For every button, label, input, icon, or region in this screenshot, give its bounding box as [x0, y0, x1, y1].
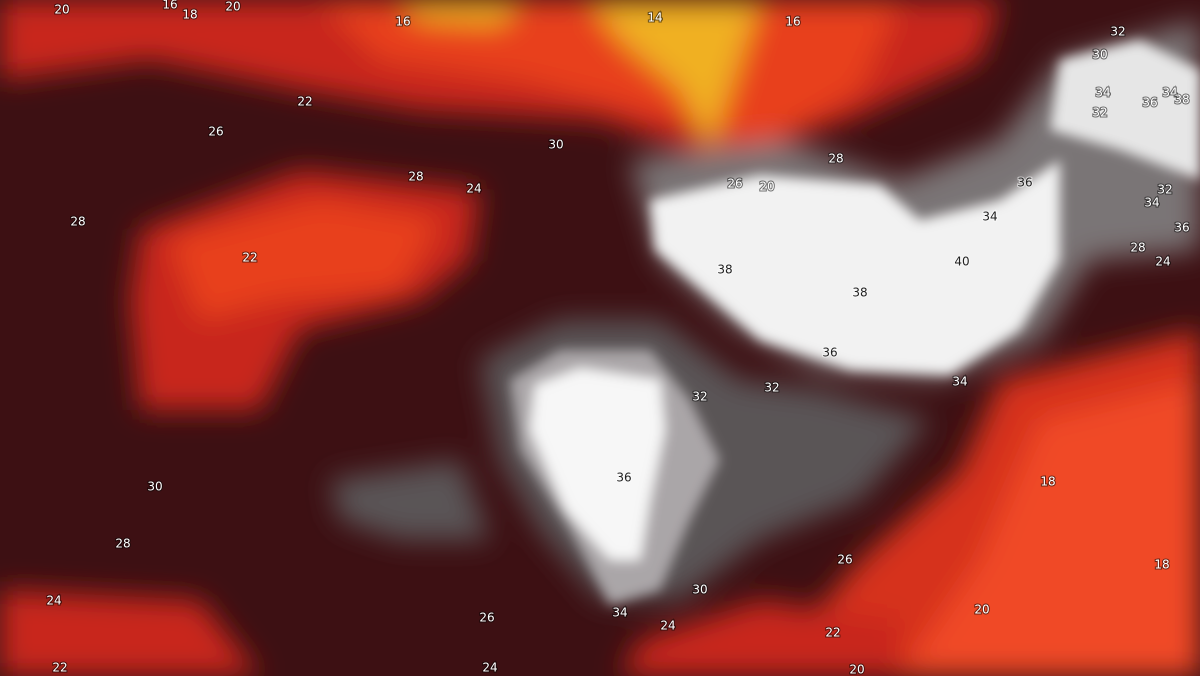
contour-label: 22	[825, 626, 840, 640]
contour-labels: 20 16 18 20 16 14 16 32 30 34 36 34 38 3…	[45, 0, 1190, 676]
contour-label: 22	[52, 661, 67, 675]
contour-label: 24	[1155, 255, 1170, 269]
contour-label: 18	[1040, 475, 1055, 489]
contour-label: 28	[408, 170, 423, 184]
contour-label: 14	[647, 11, 662, 25]
contour-label: 34	[1144, 196, 1159, 210]
contour-label: 22	[297, 95, 312, 109]
contour-label: 30	[147, 480, 162, 494]
contour-label: 36	[1142, 96, 1157, 110]
contour-label: 18	[182, 8, 197, 22]
contour-label: 34	[612, 606, 627, 620]
contour-label: 20	[759, 180, 774, 194]
contour-label: 32	[1092, 106, 1107, 120]
contour-label: 34	[952, 375, 967, 389]
contour-label: 36	[616, 471, 631, 485]
contour-label: 38	[717, 263, 732, 277]
contour-label: 30	[1092, 48, 1107, 62]
contour-label: 28	[115, 537, 130, 551]
contour-label: 20	[849, 663, 864, 676]
contour-label: 40	[954, 255, 969, 269]
contour-label: 32	[1110, 25, 1125, 39]
contour-label: 26	[479, 611, 494, 625]
contour-label: 24	[466, 182, 481, 196]
contour-label: 30	[548, 138, 563, 152]
contour-label: 36	[822, 346, 837, 360]
contour-label: 30	[692, 583, 707, 597]
contour-label: 20	[54, 3, 69, 17]
contour-label: 36	[1174, 221, 1189, 235]
contour-label: 20	[974, 603, 989, 617]
contour-label: 24	[46, 594, 61, 608]
contour-label: 34	[1162, 86, 1177, 100]
contour-label: 34	[982, 210, 997, 224]
contour-label: 22	[242, 251, 257, 265]
contour-label: 28	[828, 152, 843, 166]
contour-label: 20	[225, 0, 240, 14]
contour-label: 34	[1095, 86, 1110, 100]
contour-label: 26	[837, 553, 852, 567]
contour-label: 16	[785, 15, 800, 29]
contour-label: 32	[1157, 183, 1172, 197]
contour-label: 16	[162, 0, 177, 12]
contour-label: 26	[208, 125, 223, 139]
contour-label: 32	[692, 390, 707, 404]
contour-label: 36	[1017, 176, 1032, 190]
contour-label: 16	[395, 15, 410, 29]
contour-label: 24	[660, 619, 675, 633]
contour-label: 28	[1130, 241, 1145, 255]
contour-label: 38	[1174, 93, 1189, 107]
contour-label: 24	[482, 661, 497, 675]
contour-label: 28	[70, 215, 85, 229]
contour-label: 38	[852, 286, 867, 300]
contour-label: 18	[1154, 558, 1169, 572]
contour-label: 26	[727, 177, 742, 191]
contour-label: 32	[764, 381, 779, 395]
